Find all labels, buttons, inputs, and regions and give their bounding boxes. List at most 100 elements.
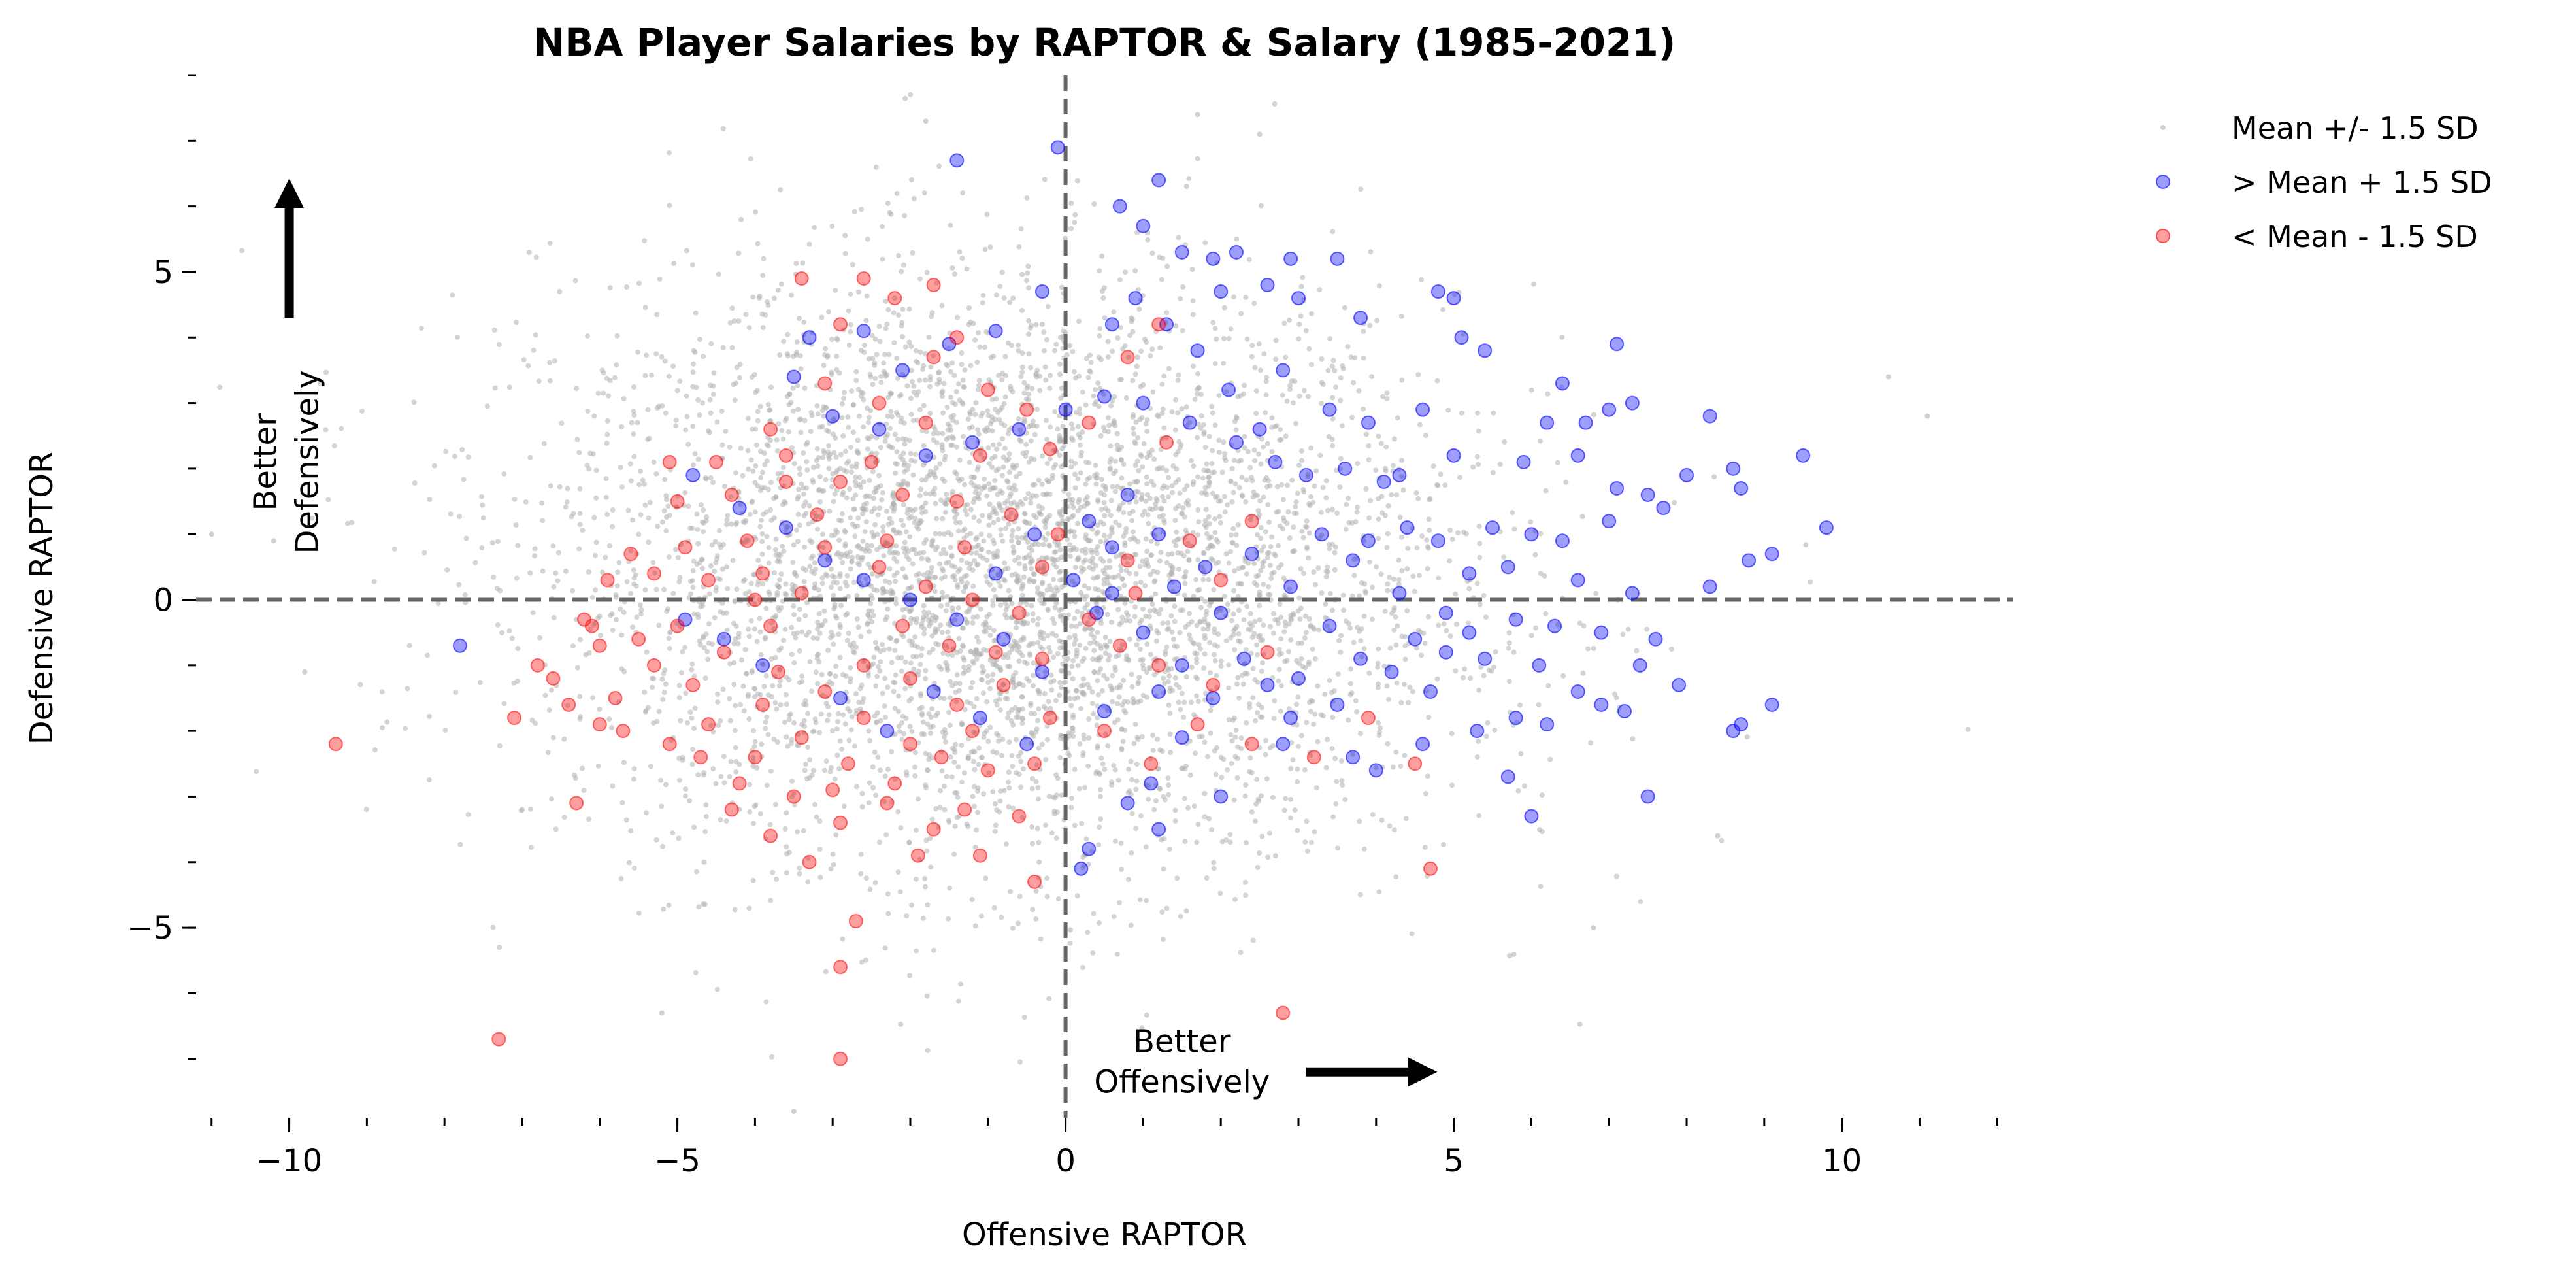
- gray-point: [891, 527, 896, 532]
- gray-point: [1044, 875, 1049, 881]
- gray-point: [934, 516, 939, 521]
- gray-point: [842, 803, 847, 809]
- gray-point: [651, 720, 656, 726]
- gray-point: [1336, 671, 1341, 677]
- gray-point: [808, 538, 813, 543]
- gray-point: [1803, 542, 1808, 547]
- gray-point: [777, 577, 782, 582]
- gray-point: [708, 341, 714, 346]
- gray-point: [1027, 579, 1032, 584]
- gray-point: [1529, 633, 1534, 638]
- gray-point: [525, 363, 531, 369]
- gray-point: [900, 634, 906, 639]
- gray-point: [721, 686, 726, 692]
- gray-point: [357, 682, 363, 687]
- gray-point: [851, 403, 856, 408]
- gray-point: [1047, 386, 1052, 391]
- gray-point: [970, 680, 975, 685]
- gray-point: [1080, 390, 1085, 395]
- gray-point: [1264, 475, 1269, 480]
- gray-point: [1280, 393, 1285, 398]
- gray-point: [1235, 756, 1240, 761]
- gray-point: [1178, 630, 1183, 635]
- gray-point: [1153, 505, 1159, 511]
- gray-point: [970, 407, 975, 412]
- gray-point: [899, 323, 904, 328]
- gray-point: [1017, 771, 1022, 777]
- gray-point: [1255, 652, 1260, 658]
- gray-point: [1250, 635, 1255, 640]
- gray-point: [817, 611, 822, 616]
- gray-point: [998, 407, 1003, 412]
- gray-point: [998, 799, 1003, 804]
- gray-point: [1295, 767, 1300, 772]
- gray-point: [1027, 679, 1032, 684]
- gray-point: [750, 499, 755, 505]
- gray-point: [1188, 773, 1193, 778]
- gray-point: [1577, 620, 1583, 626]
- gray-point: [1376, 434, 1381, 439]
- gray-point: [774, 707, 779, 712]
- gray-point: [1346, 496, 1351, 501]
- gray-point: [899, 482, 904, 488]
- gray-point: [1334, 779, 1339, 784]
- gray-point: [862, 343, 867, 348]
- gray-point: [779, 282, 784, 287]
- gray-point: [1059, 584, 1065, 590]
- gray-point: [1155, 570, 1160, 575]
- gray-point: [886, 352, 891, 357]
- gray-point: [836, 631, 842, 637]
- gray-point: [339, 426, 344, 431]
- gray-point: [1215, 494, 1220, 499]
- gray-point: [1304, 818, 1309, 824]
- gray-point: [883, 439, 888, 444]
- gray-point: [1134, 499, 1139, 505]
- gray-point: [1013, 487, 1018, 492]
- gray-point: [1006, 431, 1011, 436]
- gray-point: [642, 690, 647, 695]
- gray-point: [785, 744, 790, 749]
- gray-point: [949, 563, 955, 569]
- gray-point: [1051, 654, 1056, 660]
- gray-point: [553, 571, 558, 576]
- gray-point: [845, 554, 850, 559]
- gray-point: [1022, 1015, 1027, 1020]
- gray-point: [653, 471, 659, 477]
- gray-point: [909, 412, 914, 417]
- gray-point: [1011, 673, 1016, 679]
- gray-point: [507, 384, 512, 390]
- gray-point: [1119, 867, 1124, 872]
- gray-point: [972, 804, 977, 809]
- gray-point: [1010, 681, 1016, 686]
- gray-point: [959, 780, 965, 785]
- gray-point: [1142, 583, 1148, 588]
- gray-point: [710, 766, 716, 771]
- gray-point: [1302, 767, 1308, 773]
- gray-point: [1095, 380, 1100, 386]
- gray-point: [923, 668, 928, 673]
- gray-point: [961, 434, 966, 439]
- gray-point: [1029, 603, 1034, 609]
- gray-point: [1620, 632, 1625, 637]
- gray-point: [1391, 463, 1396, 468]
- gray-point: [956, 605, 961, 611]
- gray-point: [1196, 822, 1201, 827]
- gray-point: [1148, 609, 1153, 614]
- gray-point: [816, 411, 821, 416]
- gray-point: [867, 738, 872, 743]
- gray-point: [1087, 352, 1093, 358]
- gray-point: [783, 627, 788, 632]
- gray-point: [911, 418, 916, 423]
- gray-point: [1306, 346, 1312, 352]
- gray-point: [716, 576, 721, 581]
- gray-point: [654, 837, 659, 843]
- gray-point: [779, 428, 784, 433]
- gray-point: [1146, 797, 1151, 802]
- gray-point: [694, 869, 699, 875]
- gray-point: [991, 628, 997, 633]
- gray-point: [1106, 339, 1111, 344]
- gray-point: [557, 289, 562, 294]
- gray-point: [1283, 355, 1288, 360]
- gray-point: [872, 376, 878, 381]
- gray-point: [1076, 318, 1082, 324]
